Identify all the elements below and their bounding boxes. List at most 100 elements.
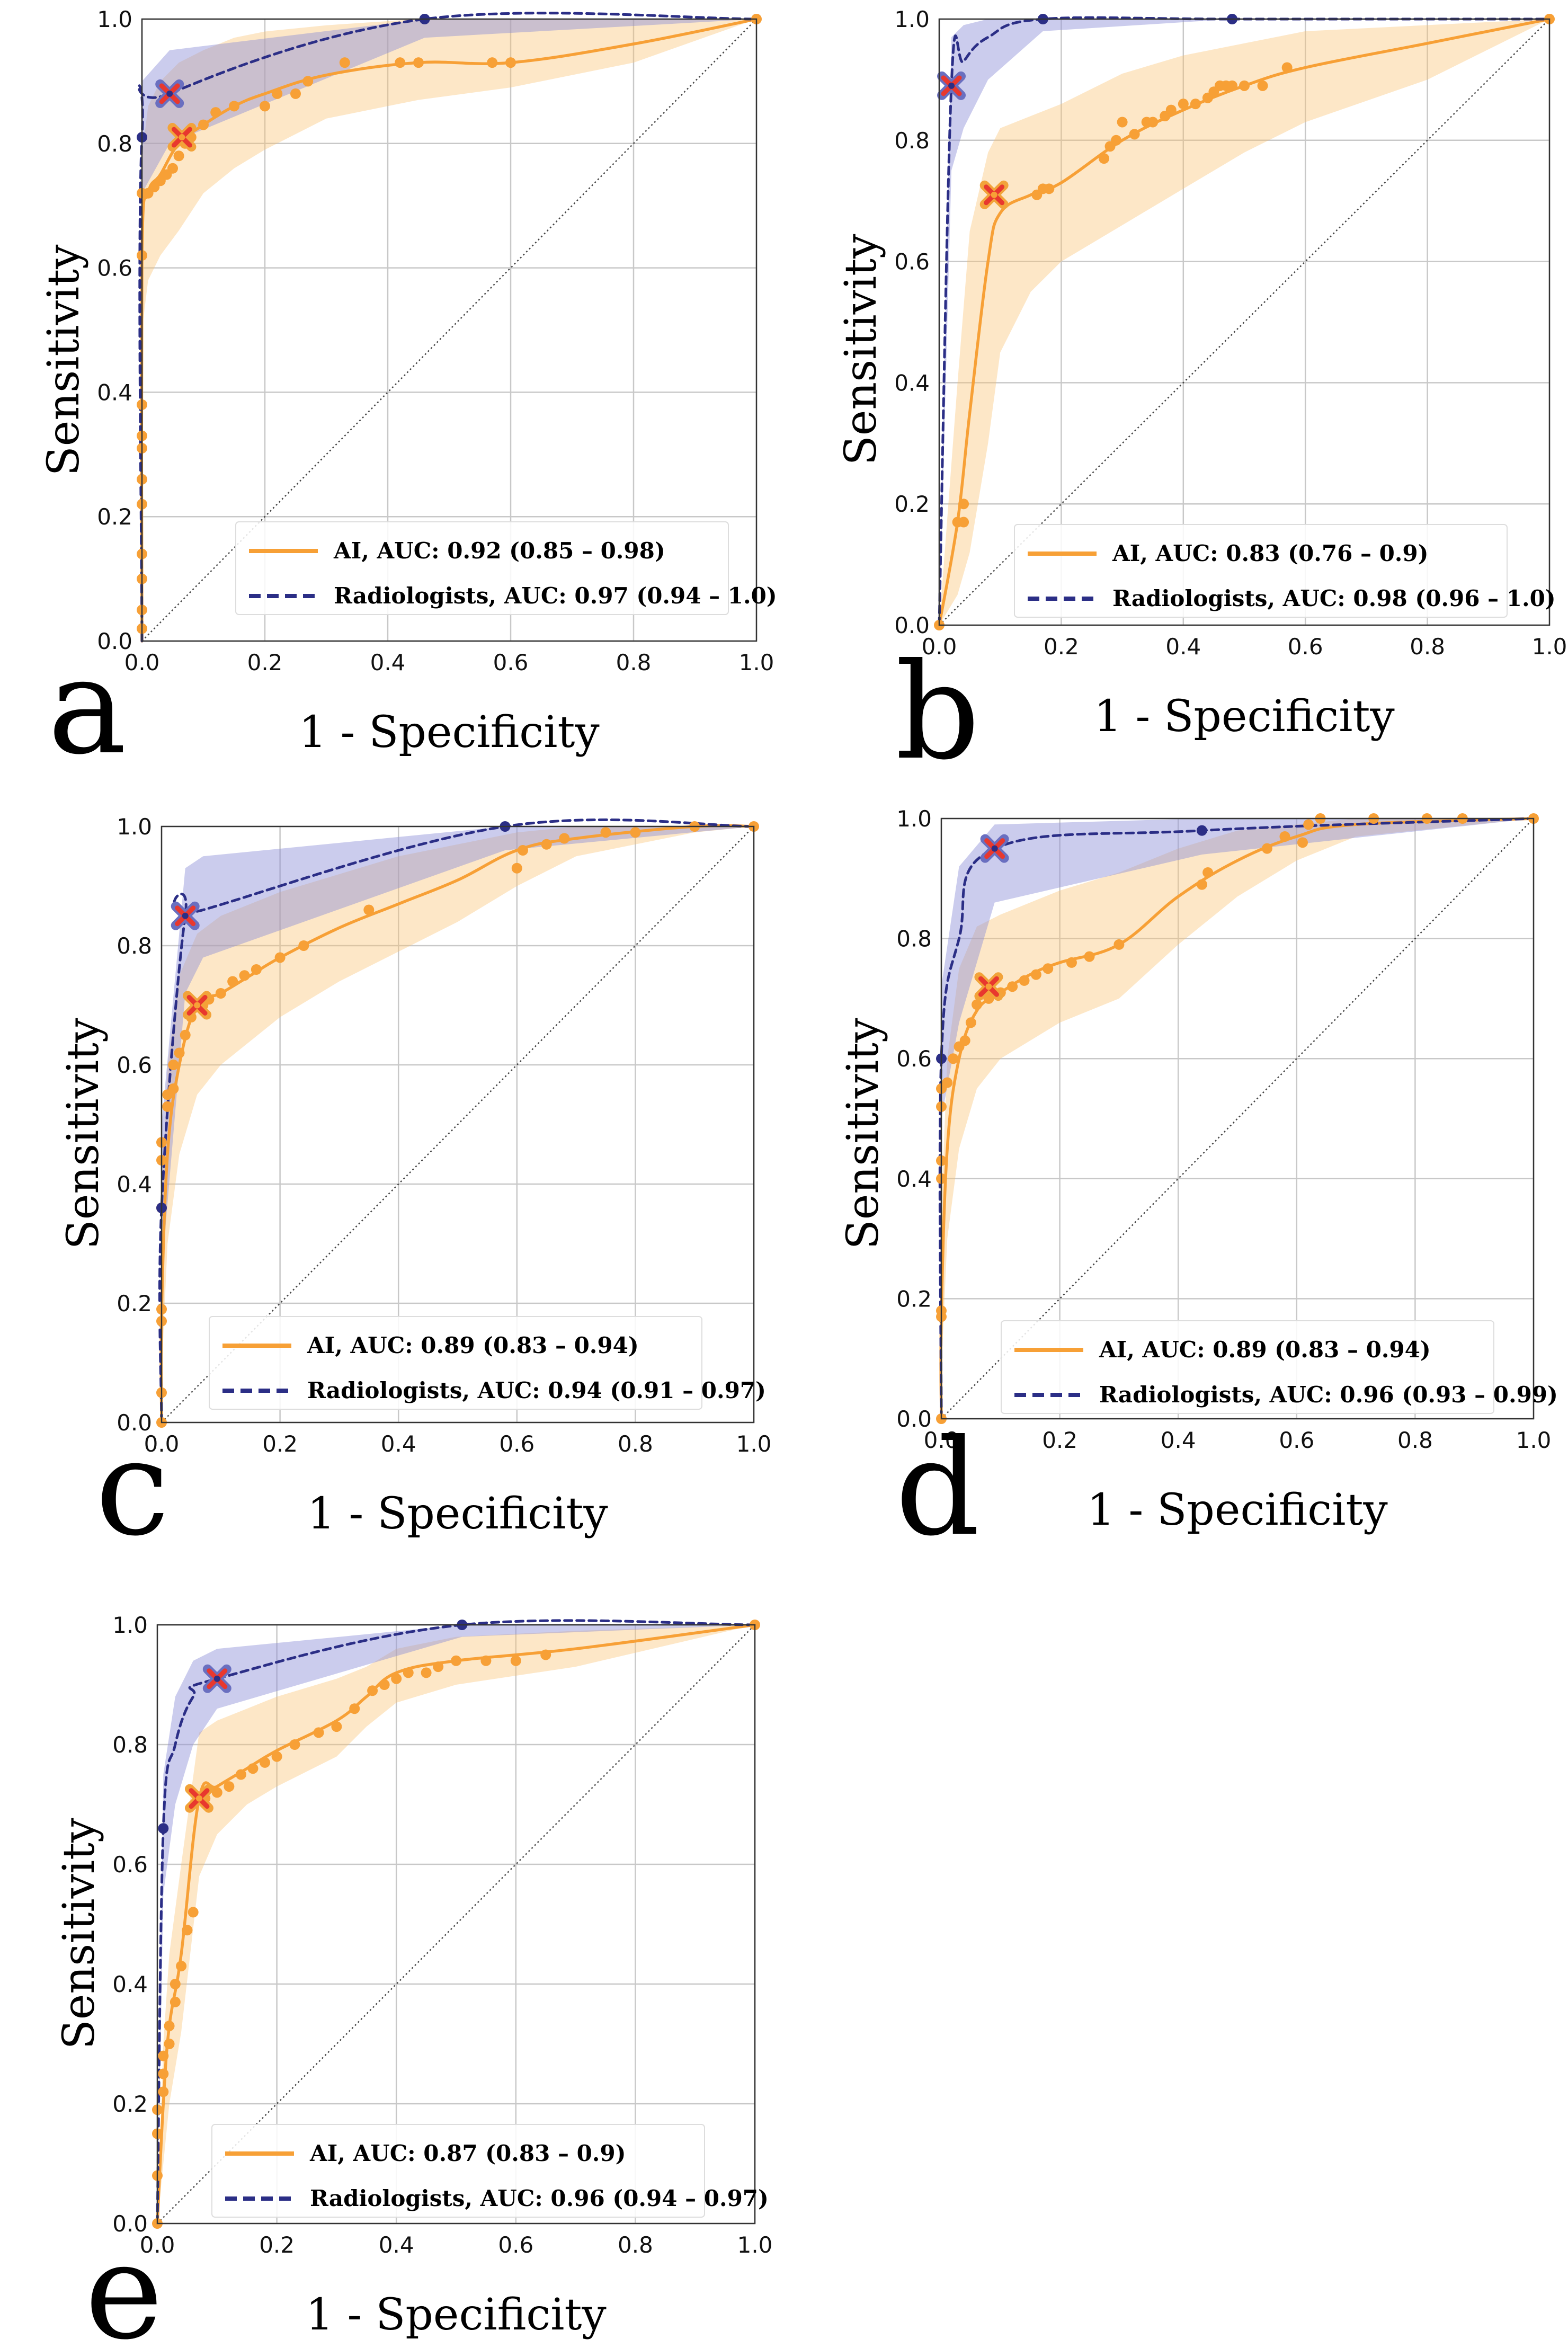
x-axis-title: 1 - Specificity bbox=[307, 1489, 608, 1539]
ai-threshold-point bbox=[260, 1757, 271, 1768]
x-tick-label: 0.8 bbox=[618, 2232, 653, 2258]
plot-frame bbox=[938, 18, 1551, 626]
ai-threshold-point bbox=[958, 499, 969, 510]
plot-frame bbox=[156, 1624, 756, 2225]
ai-threshold-point bbox=[1043, 963, 1054, 974]
legend: AI, AUC: 0.89 (0.83 – 0.94) Radiologists,… bbox=[1001, 1320, 1558, 1414]
ai-threshold-point bbox=[511, 862, 522, 874]
ai-threshold-point bbox=[289, 1739, 300, 1750]
ai-threshold-point bbox=[313, 1727, 324, 1738]
x-tick-label: 0.2 bbox=[247, 650, 283, 675]
x-tick-label: 0.2 bbox=[259, 2232, 295, 2258]
ai-threshold-point bbox=[965, 1017, 976, 1028]
ai-threshold-point bbox=[413, 57, 424, 68]
radiologists-roc-curve bbox=[156, 1619, 756, 2225]
legend-ai-label: AI, AUC: 0.89 (0.83 – 0.94) bbox=[1099, 1337, 1431, 1363]
roc-panel-a: 0.00.0 0.2 0.2 0.4 0.4 0.6 0.6 0.8 0.8 1.0 1.0 AI, … bbox=[39, 6, 777, 784]
ai-threshold-point bbox=[1030, 969, 1041, 980]
ai-threshold-point bbox=[395, 57, 406, 68]
ai-threshold-point bbox=[1019, 975, 1030, 986]
ai-threshold-point bbox=[403, 1667, 414, 1678]
legend-radiologists-label: Radiologists, AUC: 0.97 (0.94 – 1.0) bbox=[334, 583, 777, 609]
x-tick-label: 0.8 bbox=[1410, 634, 1445, 660]
ai-threshold-point bbox=[260, 101, 270, 112]
ai-threshold-point bbox=[176, 1961, 187, 1972]
ai-threshold-point bbox=[164, 2039, 175, 2049]
ai-threshold-point bbox=[1297, 837, 1308, 848]
y-tick-label: 0.8 bbox=[97, 131, 132, 157]
ai-threshold-point bbox=[274, 952, 286, 963]
x-tick-label: 1.0 bbox=[736, 1431, 772, 1457]
y-tick-label: 0.0 bbox=[112, 2211, 148, 2237]
x-tick-label: 0.4 bbox=[379, 2232, 414, 2258]
y-tick-label: 1.0 bbox=[896, 806, 932, 832]
x-tick-label: 1.0 bbox=[1516, 1427, 1552, 1453]
y-tick-label: 0.2 bbox=[112, 2091, 148, 2117]
y-tick-label: 0.0 bbox=[97, 628, 132, 654]
y-tick-label: 0.0 bbox=[894, 612, 930, 638]
ai-threshold-point bbox=[188, 1907, 199, 1918]
ai-threshold-point bbox=[173, 150, 184, 162]
x-tick-label: 1.0 bbox=[737, 2232, 773, 2258]
chance-diagonal bbox=[939, 19, 1550, 626]
ai-threshold-point bbox=[162, 1101, 173, 1112]
ai-threshold-point bbox=[290, 88, 301, 99]
ai-threshold-point bbox=[168, 1060, 179, 1070]
y-tick-label: 0.4 bbox=[97, 379, 132, 405]
panel-letter: a bbox=[48, 629, 127, 784]
x-tick-label: 0.0 bbox=[144, 1431, 180, 1457]
y-tick-label: 0.4 bbox=[894, 370, 930, 396]
y-axis-title: Sensitivity bbox=[58, 1018, 109, 1250]
ai-threshold-point bbox=[211, 1787, 222, 1798]
y-tick-label: 1.0 bbox=[117, 814, 152, 840]
ai-threshold-point bbox=[1261, 843, 1272, 854]
y-tick-label: 0.2 bbox=[896, 1286, 932, 1312]
x-tick-label: 1.0 bbox=[1532, 634, 1567, 660]
x-tick-label: 0.4 bbox=[370, 650, 406, 675]
ai-threshold-point bbox=[158, 2050, 169, 2061]
ai-threshold-point bbox=[487, 57, 498, 68]
radiologists-roc-curve bbox=[158, 818, 755, 1424]
y-axis-title: Sensitivity bbox=[836, 234, 886, 466]
radiologists-threshold-point bbox=[1196, 825, 1207, 836]
ai-threshold-point bbox=[251, 964, 262, 975]
x-tick-label: 0.0 bbox=[140, 2232, 175, 2258]
x-axis-title: 1 - Specificity bbox=[306, 2290, 607, 2340]
y-tick-label: 0.8 bbox=[894, 128, 930, 154]
ai-roc-curve bbox=[939, 817, 1535, 1420]
ai-threshold-point bbox=[942, 1077, 953, 1088]
roc-panel-d: 0.00.0 0.2 0.2 0.4 0.4 0.6 0.6 0.8 0.8 1.0 1.0 AI, … bbox=[838, 806, 1558, 1565]
ai-threshold-point bbox=[235, 1769, 246, 1780]
plot-frame bbox=[141, 18, 758, 642]
x-tick-label: 0.0 bbox=[924, 1427, 959, 1453]
y-tick-label: 0.0 bbox=[117, 1410, 152, 1436]
legend-box bbox=[1001, 1320, 1494, 1414]
ai-threshold-point bbox=[630, 827, 641, 838]
ai-threshold-point bbox=[505, 57, 516, 68]
ai-operating-point-marker bbox=[167, 123, 197, 152]
radiologists-confidence-band bbox=[162, 826, 754, 1422]
ai-threshold-point bbox=[1044, 183, 1055, 194]
y-tick-label: 0.6 bbox=[894, 249, 930, 275]
radiologists-operating-point-marker bbox=[937, 71, 966, 100]
x-tick-label: 0.6 bbox=[493, 650, 529, 675]
ai-confidence-band bbox=[941, 819, 1534, 1419]
y-tick-label: 0.8 bbox=[112, 1732, 148, 1758]
ai-threshold-point bbox=[972, 999, 983, 1010]
ai-roc-curve bbox=[938, 17, 1551, 627]
ai-threshold-point bbox=[541, 839, 552, 850]
radiologists-operating-point-marker bbox=[171, 901, 200, 930]
ai-threshold-point bbox=[1129, 129, 1140, 140]
y-tick-label: 0.0 bbox=[896, 1406, 932, 1432]
ai-threshold-point bbox=[1113, 939, 1125, 950]
ai-threshold-point bbox=[1257, 80, 1268, 91]
y-tick-label: 0.2 bbox=[97, 504, 132, 530]
ai-threshold-point bbox=[1190, 99, 1201, 110]
ai-threshold-point bbox=[229, 101, 239, 112]
legend: AI, AUC: 0.89 (0.83 – 0.94) Radiologists,… bbox=[209, 1316, 766, 1410]
ai-threshold-point bbox=[227, 976, 238, 987]
ai-threshold-point bbox=[1084, 951, 1095, 962]
x-axis-title: 1 - Specificity bbox=[1087, 1485, 1388, 1535]
ai-threshold-point bbox=[247, 1763, 259, 1774]
ai-threshold-point bbox=[1281, 62, 1293, 73]
